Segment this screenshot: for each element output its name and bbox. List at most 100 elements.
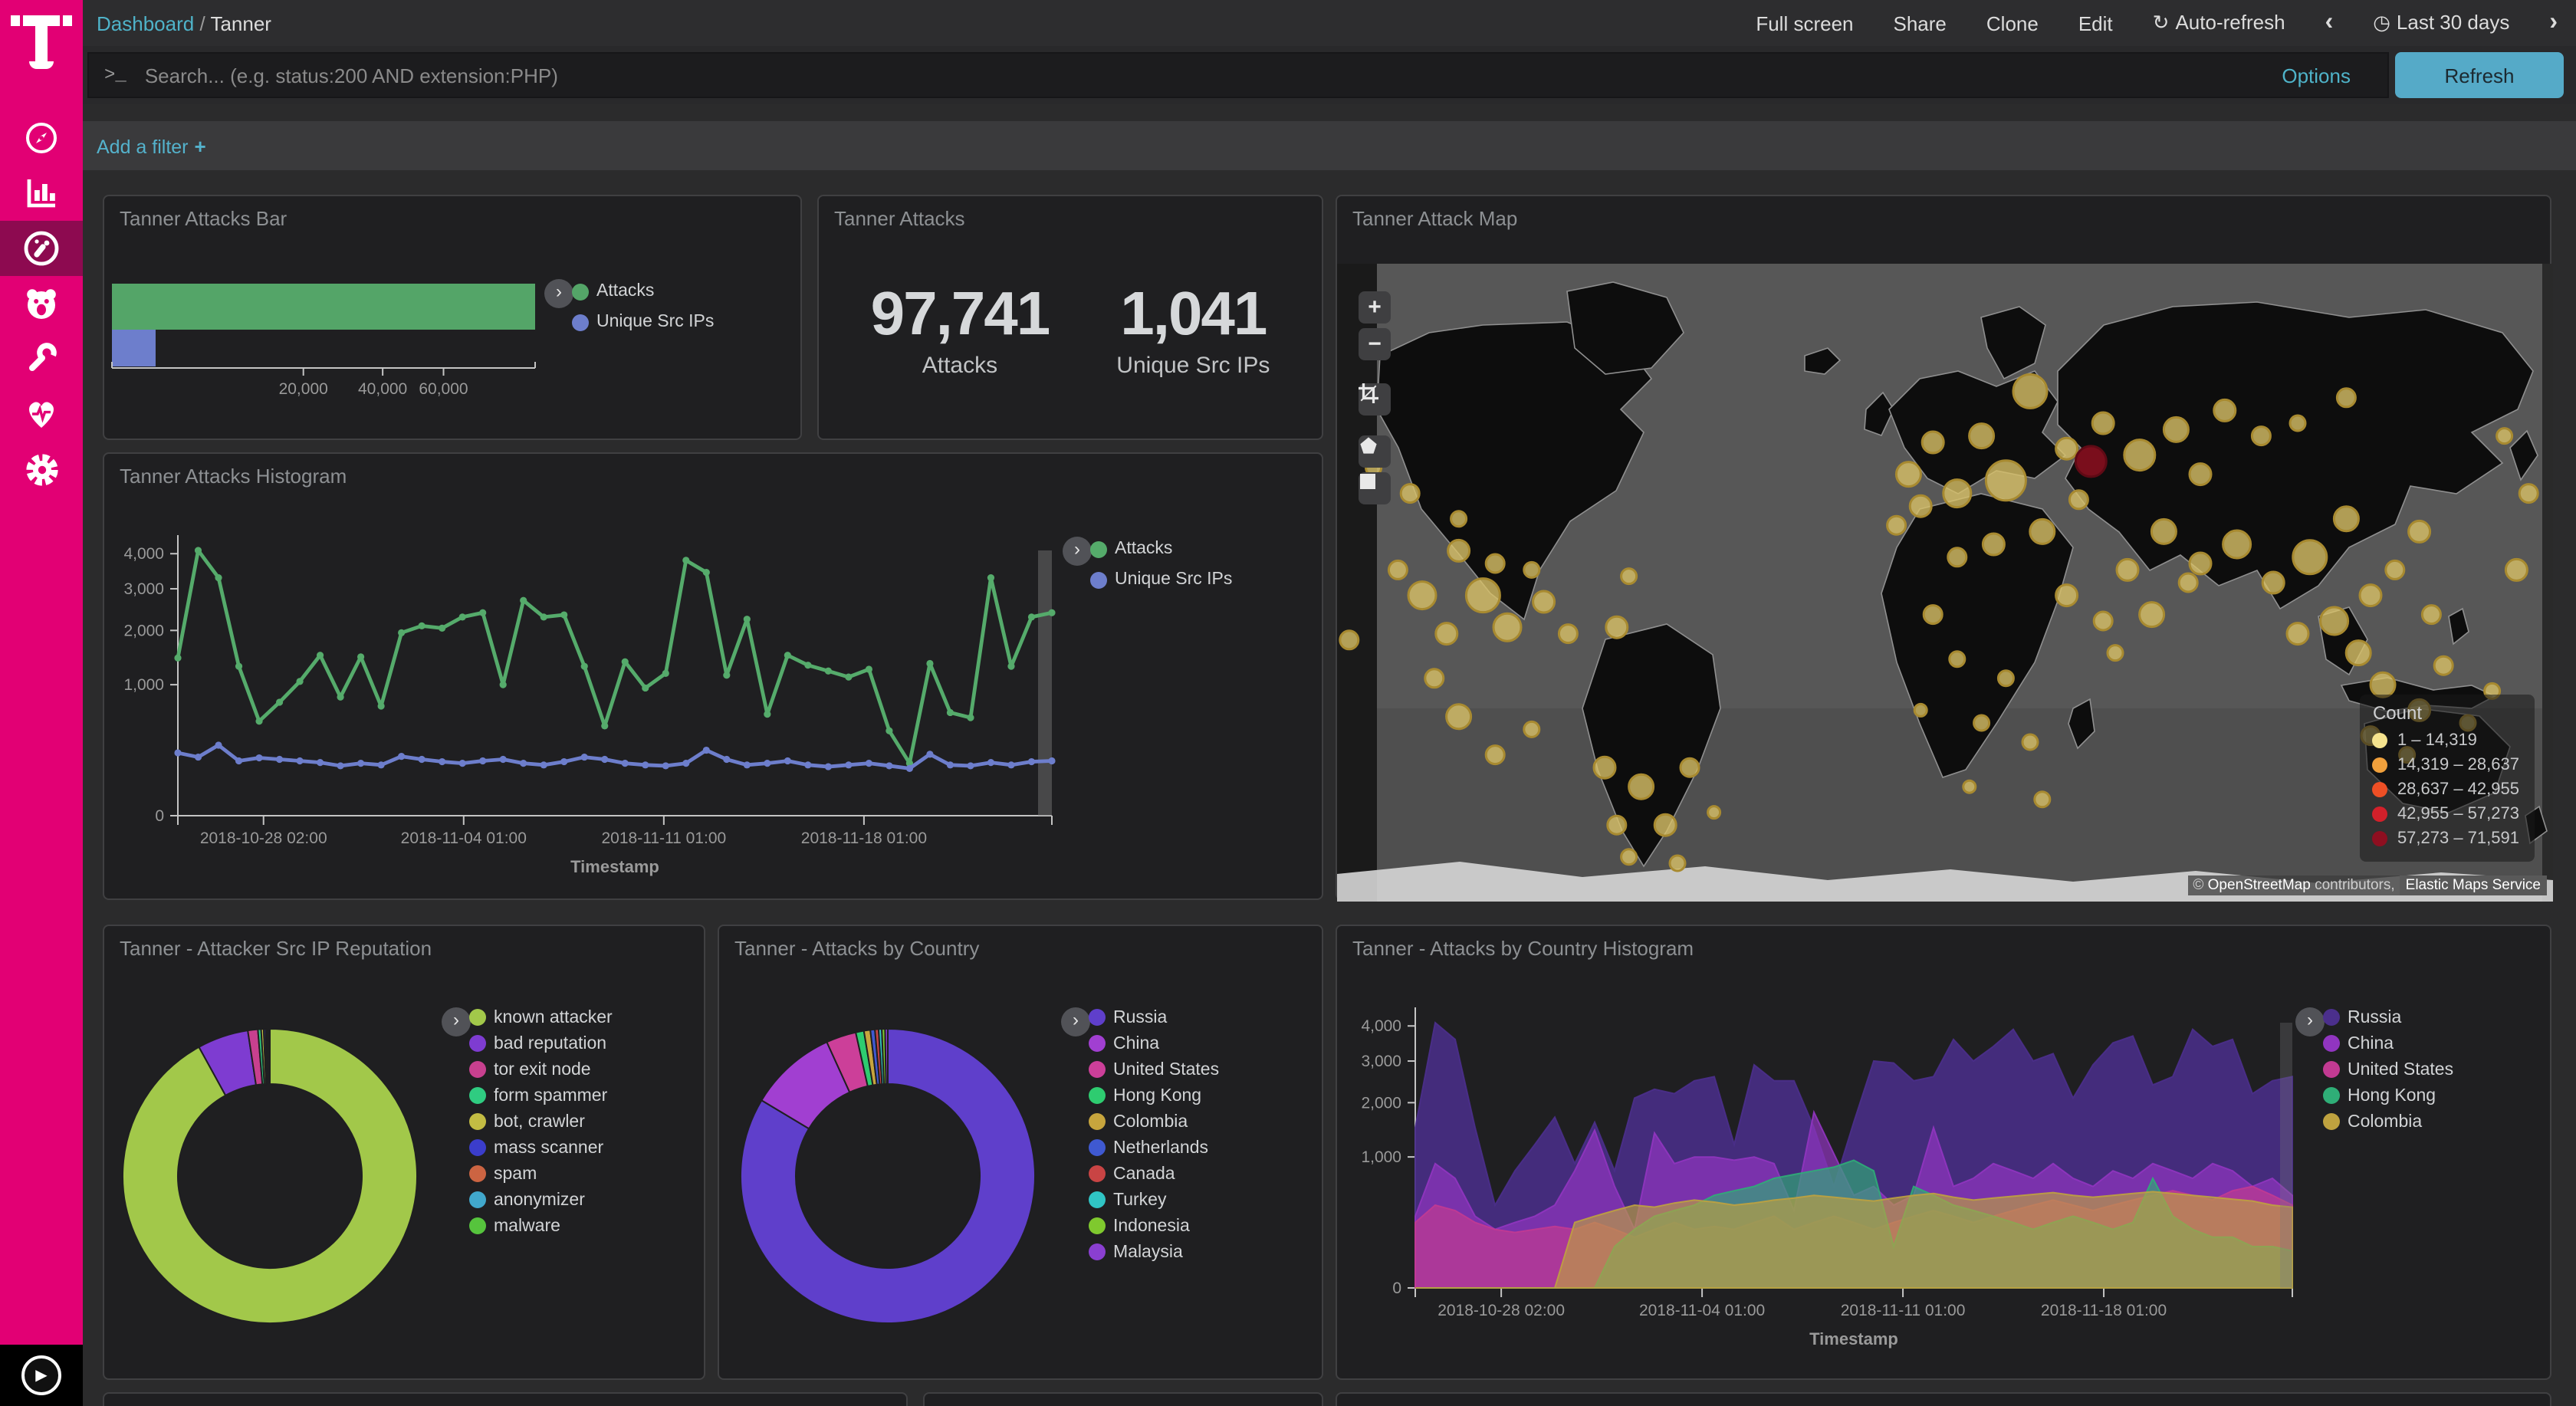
- data-point[interactable]: [764, 711, 771, 718]
- sidebar-item-discover[interactable]: [0, 110, 83, 166]
- attack-circle[interactable]: [2332, 505, 2360, 533]
- data-point[interactable]: [357, 760, 365, 767]
- attack-circle[interactable]: [1962, 779, 1977, 794]
- data-point[interactable]: [337, 762, 344, 770]
- legend-item[interactable]: Canada: [1089, 1161, 1219, 1187]
- time-range-picker[interactable]: ◷ Last 30 days: [2373, 11, 2510, 34]
- data-point[interactable]: [946, 708, 955, 717]
- attack-circle[interactable]: [2358, 583, 2383, 608]
- data-point[interactable]: [1048, 609, 1056, 616]
- data-point[interactable]: [926, 659, 934, 668]
- legend-toggle-button[interactable]: ›: [1063, 537, 1092, 566]
- polygon-button[interactable]: [1359, 435, 1391, 468]
- attack-circle[interactable]: [1407, 580, 1438, 611]
- attack-circle[interactable]: [2188, 551, 2213, 576]
- attack-circle[interactable]: [2335, 387, 2357, 409]
- legend-item[interactable]: known attacker: [469, 1004, 613, 1030]
- data-point[interactable]: [1027, 613, 1036, 621]
- legend-item[interactable]: China: [1089, 1030, 1219, 1056]
- attack-circle[interactable]: [1913, 702, 1928, 718]
- attack-circle[interactable]: [1947, 547, 1968, 568]
- data-point[interactable]: [520, 760, 527, 767]
- data-point[interactable]: [967, 714, 974, 721]
- legend-toggle-button[interactable]: ›: [1061, 1007, 1090, 1036]
- attack-circle[interactable]: [1532, 590, 1556, 614]
- data-point[interactable]: [520, 596, 527, 604]
- data-point[interactable]: [235, 757, 243, 765]
- data-point[interactable]: [1048, 757, 1056, 765]
- attacks-bar-chart[interactable]: 20,000 40,000 60,000: [104, 196, 803, 442]
- attack-circle[interactable]: [1894, 461, 1922, 488]
- attack-circle[interactable]: [1484, 553, 1506, 574]
- data-point[interactable]: [845, 761, 853, 769]
- legend-item[interactable]: Colombia: [1089, 1109, 1219, 1135]
- data-point[interactable]: [723, 672, 731, 679]
- topnav-full-screen[interactable]: Full screen: [1756, 11, 1854, 34]
- data-point[interactable]: [235, 662, 243, 670]
- data-point[interactable]: [458, 613, 466, 621]
- legend-item[interactable]: Colombia: [2323, 1109, 2453, 1135]
- donut-slice-russia[interactable]: [740, 1027, 1036, 1324]
- legend-toggle-button[interactable]: ›: [544, 279, 573, 308]
- attack-circle[interactable]: [1523, 560, 1541, 579]
- topnav-clone[interactable]: Clone: [1986, 11, 2039, 34]
- data-point[interactable]: [398, 753, 406, 760]
- data-point[interactable]: [784, 757, 791, 765]
- donut-slice-known-attacker[interactable]: [122, 1027, 418, 1324]
- data-point[interactable]: [458, 760, 466, 767]
- sidebar-item-dev-tools[interactable]: [0, 331, 83, 386]
- attack-circle[interactable]: [1620, 567, 1638, 586]
- data-point[interactable]: [804, 761, 812, 769]
- data-point[interactable]: [439, 624, 446, 632]
- data-point[interactable]: [479, 609, 487, 616]
- add-filter-link[interactable]: Add a filter +: [97, 134, 206, 157]
- attack-circle[interactable]: [2319, 606, 2350, 636]
- data-point[interactable]: [743, 616, 751, 623]
- data-point[interactable]: [824, 667, 832, 675]
- legend-toggle-button[interactable]: ›: [2295, 1007, 2325, 1036]
- legend-item[interactable]: Unique Src IPs: [572, 307, 714, 337]
- data-point[interactable]: [215, 741, 222, 749]
- attack-circle[interactable]: [1942, 478, 1973, 509]
- data-point[interactable]: [642, 761, 649, 769]
- collapse-nav-button[interactable]: ▶: [21, 1355, 61, 1395]
- legend-item[interactable]: Russia: [1089, 1004, 1219, 1030]
- attack-circle[interactable]: [2188, 462, 2213, 487]
- data-point[interactable]: [865, 760, 872, 767]
- legend-item[interactable]: China: [2323, 1030, 2453, 1056]
- breadcrumb-dashboard-link[interactable]: Dashboard: [97, 11, 195, 34]
- data-point[interactable]: [540, 613, 547, 621]
- data-point[interactable]: [377, 761, 385, 769]
- zoom-out-button[interactable]: −: [1359, 328, 1391, 360]
- attack-circle[interactable]: [2407, 519, 2432, 544]
- refresh-button[interactable]: Refresh: [2395, 52, 2564, 98]
- attack-circle[interactable]: [1424, 668, 1445, 689]
- data-point[interactable]: [987, 573, 995, 582]
- bar-unique-src-ips[interactable]: [112, 330, 156, 366]
- attack-circle[interactable]: [1981, 532, 2006, 557]
- legend-item[interactable]: Netherlands: [1089, 1135, 1219, 1161]
- legend-item[interactable]: Attacks: [1090, 534, 1232, 564]
- data-point[interactable]: [580, 662, 588, 670]
- data-point[interactable]: [194, 753, 202, 761]
- attack-circle[interactable]: [1492, 612, 1523, 642]
- data-point[interactable]: [621, 658, 629, 665]
- data-point[interactable]: [804, 662, 812, 669]
- data-point[interactable]: [682, 557, 690, 564]
- sidebar-item-dashboard[interactable]: [0, 221, 83, 276]
- legend-item[interactable]: mass scanner: [469, 1135, 613, 1161]
- time-back-button[interactable]: ‹: [2325, 9, 2334, 35]
- data-point[interactable]: [662, 762, 669, 770]
- series-area-colombia[interactable]: [1415, 1191, 2293, 1289]
- legend-item[interactable]: United States: [2323, 1056, 2453, 1082]
- data-point[interactable]: [824, 763, 832, 770]
- data-point[interactable]: [418, 755, 426, 764]
- sidebar-item-management[interactable]: [0, 442, 83, 497]
- attack-circle[interactable]: [2222, 529, 2252, 560]
- donut-slice-malaysia[interactable]: [884, 1027, 889, 1086]
- attack-circle[interactable]: [2496, 427, 2514, 445]
- legend-item[interactable]: Attacks: [572, 276, 714, 307]
- attack-circle[interactable]: [2012, 373, 2049, 409]
- data-point[interactable]: [296, 757, 304, 765]
- data-point[interactable]: [682, 760, 690, 767]
